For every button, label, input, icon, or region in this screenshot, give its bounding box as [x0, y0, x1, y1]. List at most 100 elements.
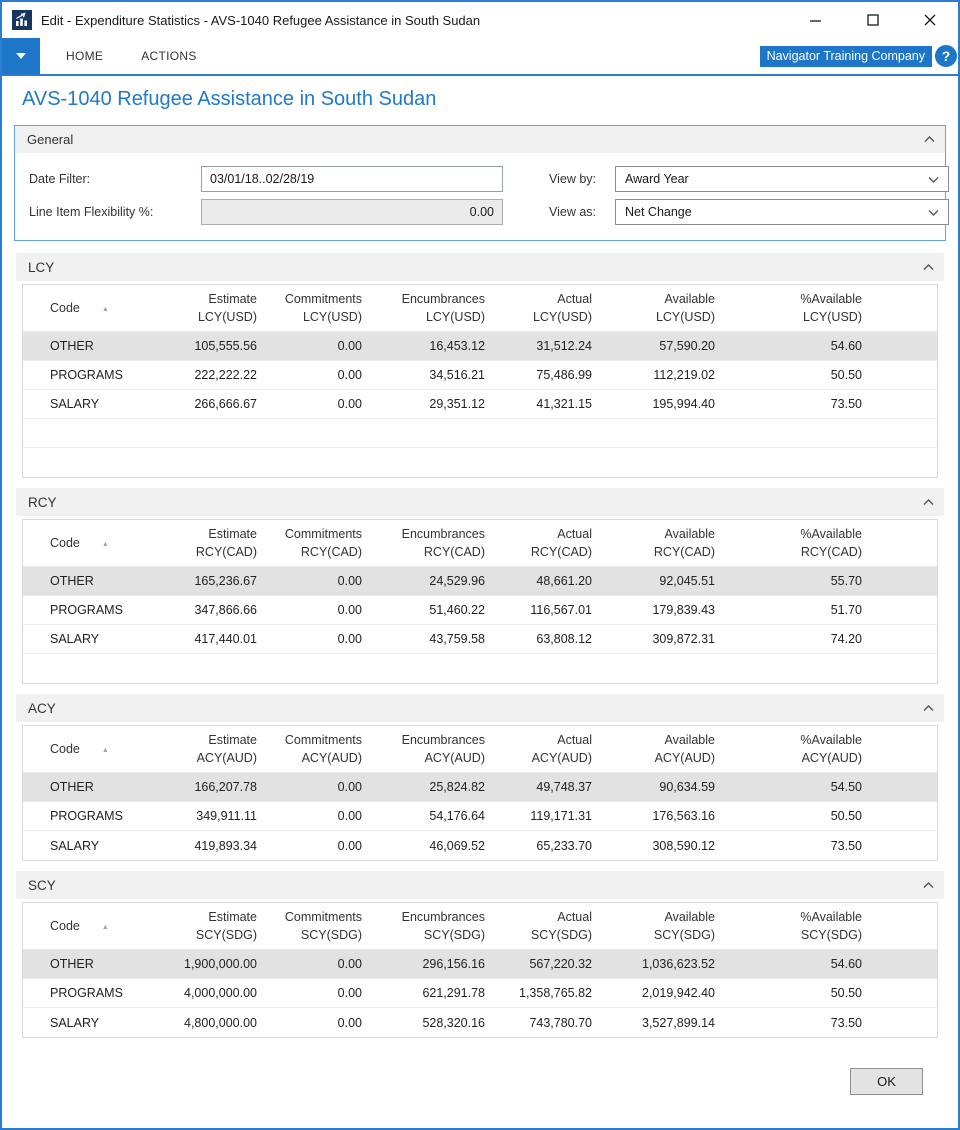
column-header-commitments[interactable]: Commitments RCY(CAD): [284, 526, 362, 559]
column-header-encumbrances[interactable]: Encumbrances LCY(USD): [401, 291, 485, 324]
view-as-select[interactable]: Net Change: [615, 199, 949, 225]
cell-value: 49,748.37: [536, 780, 592, 794]
cell-value: 46,069.52: [429, 838, 485, 853]
table-row-programs[interactable]: PROGRAMS 349,911.11 0.00 54,176.64 119,171.3…: [23, 802, 937, 831]
cell-value: 43,759.58: [429, 632, 485, 646]
column-header-available[interactable]: Available ACY(AUD): [654, 732, 715, 765]
cell-value: 347,866.66: [194, 603, 257, 617]
column-header-code[interactable]: Code ▲: [23, 726, 153, 772]
table-row-other[interactable]: OTHER 1,900,000.00 0.00 296,156.16 567,220.3…: [23, 950, 937, 979]
column-header-actual[interactable]: Actual ACY(AUD): [531, 732, 592, 765]
cell-code: OTHER: [50, 574, 94, 588]
code-header-label: Code: [50, 301, 80, 315]
column-header-encumbrances[interactable]: Encumbrances RCY(CAD): [401, 526, 485, 559]
chevron-up-icon[interactable]: [923, 498, 934, 506]
table-row-programs[interactable]: PROGRAMS 347,866.66 0.00 51,460.22 116,567.0…: [23, 596, 937, 625]
column-header-pct-available[interactable]: %Available LCY(USD): [800, 291, 862, 324]
table-header-row: Code ▲ Estimate ACY(AUD) Commitments ACY(AUD)…: [23, 726, 937, 773]
maximize-button[interactable]: [844, 2, 901, 38]
column-header-pct-available[interactable]: %Available SCY(SDG): [800, 909, 862, 942]
table-row-other[interactable]: OTHER 165,236.67 0.00 24,529.96 48,661.20 92,…: [23, 567, 937, 596]
table-row-programs[interactable]: PROGRAMS 222,222.22 0.00 34,516.21 75,486.99…: [23, 361, 937, 390]
cell-code: OTHER: [50, 339, 94, 353]
section-header-rcy[interactable]: RCY: [16, 488, 944, 516]
table-header-row: Code ▲ Estimate RCY(CAD) Commitments RCY(CAD)…: [23, 520, 937, 567]
app-menu-button[interactable]: [2, 38, 40, 74]
column-header-commitments[interactable]: Commitments ACY(AUD): [284, 732, 362, 765]
section-header-scy[interactable]: SCY: [16, 871, 944, 899]
date-filter-label: Date Filter:: [29, 172, 91, 186]
table-row-other[interactable]: OTHER 105,555.56 0.00 16,453.12 31,512.24 57,…: [23, 332, 937, 361]
cell-code: SALARY: [50, 397, 100, 411]
dropdown-caret-icon: [16, 53, 26, 59]
tab-actions[interactable]: ACTIONS: [141, 49, 197, 63]
table-row-other[interactable]: OTHER 166,207.78 0.00 25,824.82 49,748.37 90,…: [23, 773, 937, 802]
cell-code: OTHER: [50, 957, 94, 971]
column-header-commitments[interactable]: Commitments LCY(USD): [284, 291, 362, 324]
general-section-header[interactable]: General: [15, 126, 945, 153]
cell-value: 4,800,000.00: [184, 1015, 257, 1030]
column-header-actual[interactable]: Actual RCY(CAD): [530, 526, 592, 559]
app-chart-icon: [12, 10, 32, 30]
column-header-available[interactable]: Available SCY(SDG): [653, 909, 715, 942]
section-rcy: RCY Code ▲ Estimate RCY(CAD) Commitments RCY(C…: [16, 488, 944, 684]
column-header-estimate[interactable]: Estimate RCY(CAD): [195, 526, 257, 559]
column-header-encumbrances[interactable]: Encumbrances ACY(AUD): [401, 732, 485, 765]
cell-code: PROGRAMS: [50, 809, 123, 823]
column-header-code[interactable]: Code ▲: [23, 903, 153, 949]
column-header-commitments[interactable]: Commitments SCY(SDG): [284, 909, 362, 942]
column-header-estimate[interactable]: Estimate ACY(AUD): [196, 732, 257, 765]
view-by-select[interactable]: Award Year: [615, 166, 949, 192]
chevron-up-icon[interactable]: [923, 263, 934, 271]
tab-home[interactable]: HOME: [66, 49, 104, 63]
general-panel: General Date Filter: Line Item Flexibili…: [14, 125, 949, 241]
column-header-pct-available[interactable]: %Available RCY(CAD): [800, 526, 862, 559]
column-header-available[interactable]: Available LCY(USD): [655, 291, 715, 324]
column-header-code[interactable]: Code ▲: [23, 520, 153, 566]
cell-value: 176,563.16: [652, 809, 715, 823]
section-acy: ACY Code ▲ Estimate ACY(AUD) Commitments ACY(A…: [16, 694, 944, 861]
cell-value: 0.00: [337, 986, 362, 1000]
chevron-up-icon[interactable]: [923, 704, 934, 712]
company-badge[interactable]: Navigator Training Company: [759, 45, 932, 67]
section-header-lcy[interactable]: LCY: [16, 253, 944, 281]
general-body: Date Filter: Line Item Flexibility %: Vi…: [15, 153, 949, 240]
cell-value: 567,220.32: [529, 957, 592, 971]
ok-button[interactable]: OK: [850, 1068, 923, 1095]
cell-value: 419,893.34: [194, 838, 257, 853]
window-controls: [787, 2, 958, 38]
section-header-acy[interactable]: ACY: [16, 694, 944, 722]
window-title: Edit - Expenditure Statistics - AVS-1040…: [41, 12, 481, 28]
table-lcy: Code ▲ Estimate LCY(USD) Commitments LCY(USD)…: [22, 284, 938, 478]
cell-code: PROGRAMS: [50, 986, 123, 1000]
close-icon: [924, 14, 935, 26]
help-icon[interactable]: ?: [935, 45, 957, 67]
cell-value: 0.00: [337, 957, 362, 971]
cell-value: 74.20: [830, 632, 862, 646]
table-row-salary[interactable]: SALARY 417,440.01 0.00 43,759.58 63,808.12 30…: [23, 625, 937, 654]
chevron-up-icon[interactable]: [924, 136, 935, 143]
section-title: RCY: [28, 494, 57, 510]
table-row-salary[interactable]: SALARY 4,800,000.00 0.00 528,320.16 743,780.…: [23, 1008, 937, 1037]
sort-ascending-icon: ▲: [101, 923, 109, 931]
ribbon: HOME ACTIONS Navigator Training Company …: [2, 38, 958, 76]
table-row-salary[interactable]: SALARY 266,666.67 0.00 29,351.12 41,321.15 19…: [23, 390, 937, 419]
chevron-up-icon[interactable]: [923, 881, 934, 889]
column-header-actual[interactable]: Actual LCY(USD): [532, 291, 592, 324]
cell-code: SALARY: [50, 838, 100, 853]
close-button[interactable]: [901, 2, 958, 38]
column-header-encumbrances[interactable]: Encumbrances SCY(SDG): [401, 909, 485, 942]
column-header-actual[interactable]: Actual SCY(SDG): [530, 909, 592, 942]
column-header-estimate[interactable]: Estimate SCY(SDG): [195, 909, 257, 942]
column-header-available[interactable]: Available RCY(CAD): [653, 526, 715, 559]
cell-value: 73.50: [830, 397, 862, 411]
column-header-code[interactable]: Code ▲: [23, 285, 153, 331]
column-header-estimate[interactable]: Estimate LCY(USD): [197, 291, 257, 324]
table-row-salary[interactable]: SALARY 419,893.34 0.00 46,069.52 65,233.70 30…: [23, 831, 937, 860]
column-header-pct-available[interactable]: %Available ACY(AUD): [800, 732, 862, 765]
table-row-programs[interactable]: PROGRAMS 4,000,000.00 0.00 621,291.78 1,358,…: [23, 979, 937, 1008]
minimize-button[interactable]: [787, 2, 844, 38]
sort-ascending-icon: ▲: [101, 746, 109, 754]
date-filter-input[interactable]: [201, 166, 503, 192]
